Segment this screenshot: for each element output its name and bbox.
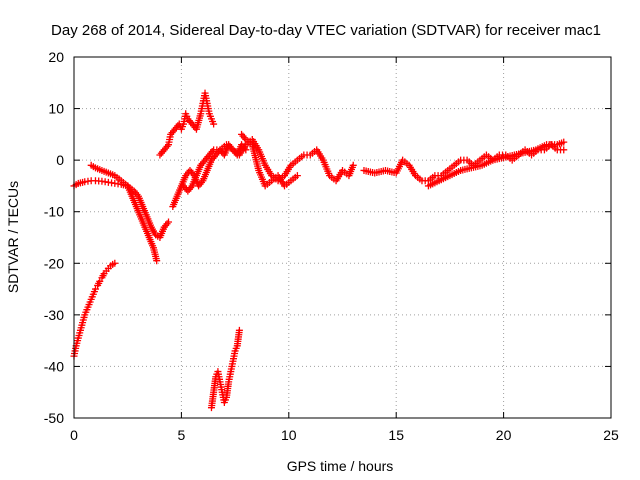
data-point — [560, 138, 568, 146]
y-tick-label: 10 — [48, 101, 64, 117]
y-tick-label: -50 — [44, 410, 64, 426]
x-tick-label: 5 — [178, 427, 186, 443]
chart-title: Day 268 of 2014, Sidereal Day-to-day VTE… — [51, 22, 601, 39]
y-tick-label: 20 — [48, 49, 64, 65]
data-points — [70, 89, 568, 412]
y-tick-label: -30 — [44, 307, 64, 323]
grid-lines — [74, 57, 611, 418]
x-tick-label: 10 — [281, 427, 297, 443]
y-axis-label: SDTVAR / TECUs — [5, 181, 21, 293]
y-tick-label: -20 — [44, 255, 64, 271]
x-axis-label: GPS time / hours — [287, 458, 394, 474]
plot-frame — [73, 56, 612, 419]
y-tick-label: -10 — [44, 204, 64, 220]
y-tick-label: -40 — [44, 358, 64, 374]
y-tick-label: 0 — [56, 152, 64, 168]
data-point — [153, 257, 161, 265]
data-point — [293, 172, 301, 180]
data-point — [560, 146, 568, 154]
data-point — [235, 326, 243, 334]
data-point — [111, 259, 119, 267]
data-point — [210, 120, 218, 128]
x-tick-label: 15 — [388, 427, 404, 443]
axis-ticks: 0 5 10 15 20 25 -50 -40 -30 -20 -10 0 10 20 — [44, 49, 619, 443]
data-point — [349, 161, 357, 169]
x-tick-label: 25 — [603, 427, 619, 443]
data-point — [165, 218, 173, 226]
data-point — [91, 285, 99, 293]
data-point — [96, 277, 104, 285]
x-tick-label: 20 — [496, 427, 512, 443]
x-tick-label: 0 — [70, 427, 78, 443]
